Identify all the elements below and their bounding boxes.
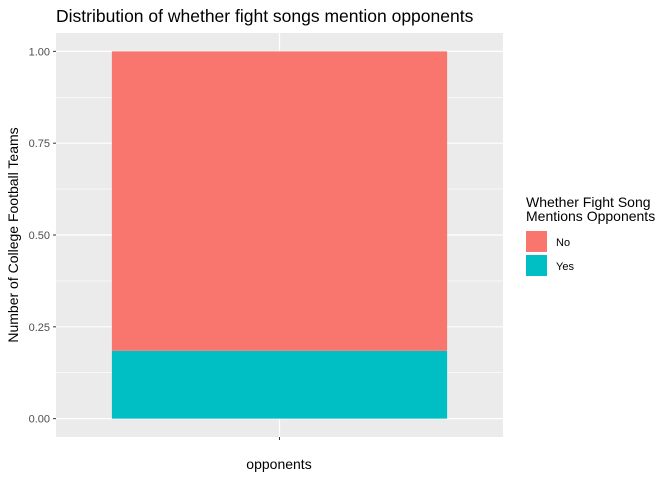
legend-title-line-1: Whether Fight Song	[526, 194, 651, 210]
bar-segment-no	[111, 51, 448, 351]
y-axis-title: Number of College Football Teams	[5, 127, 21, 342]
legend-label-no: No	[556, 237, 570, 249]
y-tick-label: 0.25	[29, 322, 50, 334]
y-tick-label: 0.00	[29, 414, 50, 426]
bar-stack	[111, 51, 448, 419]
chart-title: Distribution of whether fight songs ment…	[56, 6, 474, 26]
legend-label-yes: Yes	[556, 261, 574, 273]
y-tick-label: 0.75	[29, 138, 50, 150]
legend: Whether Fight Song Mentions Opponents No…	[526, 194, 655, 276]
x-axis-title: opponents	[246, 456, 311, 472]
legend-title-line-2: Mentions Opponents	[526, 208, 655, 224]
y-tick-label: 1.00	[29, 46, 50, 58]
y-axis: 0.00 0.25 0.50 0.75 1.00	[29, 46, 56, 426]
legend-key-no	[526, 231, 547, 252]
y-tick-label: 0.50	[29, 230, 50, 242]
legend-key-yes	[526, 255, 547, 276]
bar-segment-yes	[111, 350, 448, 419]
